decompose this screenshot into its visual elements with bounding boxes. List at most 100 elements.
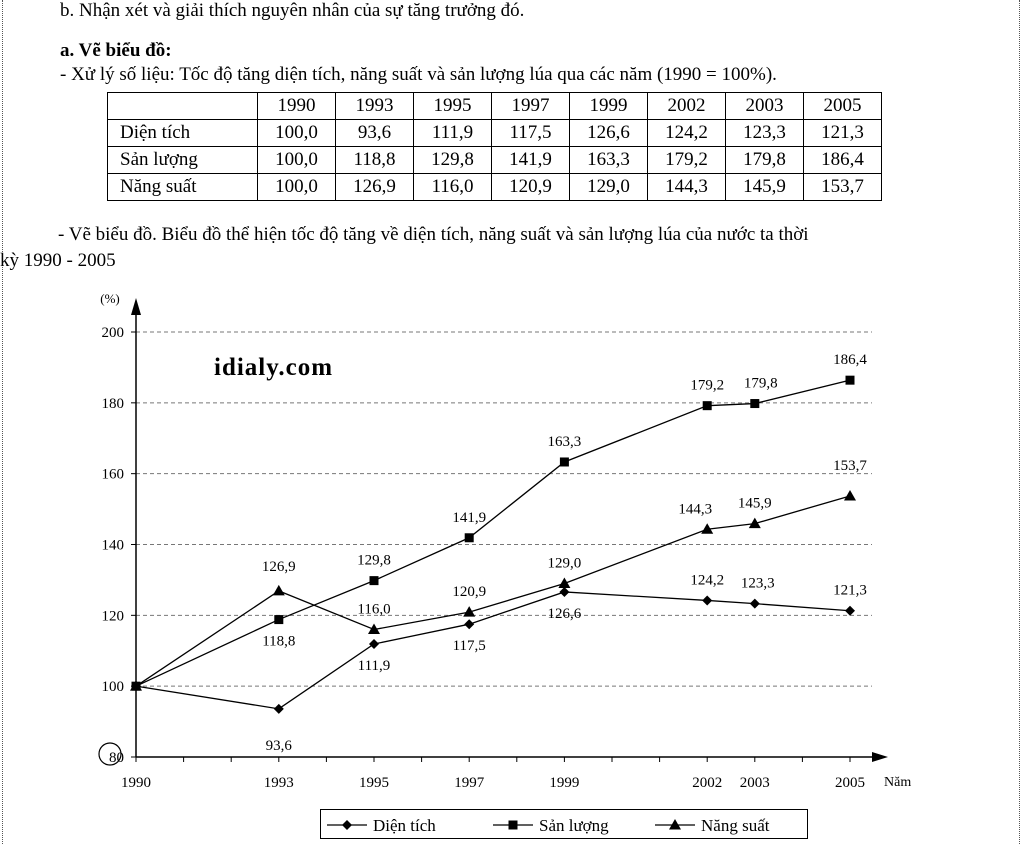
data-point-triangle bbox=[558, 577, 571, 588]
table-header-year: 2005 bbox=[803, 92, 882, 120]
legend-label: Diện tích bbox=[373, 816, 436, 835]
data-label: 144,3 bbox=[678, 501, 712, 517]
data-label: 124,2 bbox=[690, 572, 724, 588]
table-row: Năng suất 100,0 126,9 116,0 120,9 129,0 144,3 1… bbox=[107, 173, 882, 201]
section-heading: a. Vẽ biểu đồ: bbox=[60, 40, 172, 61]
x-tick-label: 1993 bbox=[264, 775, 294, 791]
data-label: 163,3 bbox=[548, 434, 582, 450]
y-tick-label: 180 bbox=[102, 396, 125, 412]
data-label: 141,9 bbox=[452, 510, 486, 526]
data-label: 120,9 bbox=[452, 584, 486, 600]
table-cell: 141,9 bbox=[491, 146, 570, 174]
legend-marker-triangle bbox=[669, 819, 681, 830]
data-label: 126,9 bbox=[262, 559, 296, 575]
data-label: 129,0 bbox=[548, 555, 582, 571]
header-text: b. Nhận xét và giải thích nguyên nhân củ… bbox=[60, 0, 525, 21]
legend-marker-diamond bbox=[342, 820, 352, 830]
table-row-label: Sản lượng bbox=[107, 146, 258, 174]
series-line-square bbox=[135, 379, 851, 687]
table-cell: 129,8 bbox=[413, 146, 492, 174]
table-cell: 153,7 bbox=[803, 173, 882, 201]
table-cell: 120,9 bbox=[491, 173, 570, 201]
processing-line: - Xử lý số liệu: Tốc độ tăng diện tích, … bbox=[60, 64, 777, 85]
table-row-label: Năng suất bbox=[107, 173, 258, 201]
table-cell: 118,8 bbox=[335, 146, 414, 174]
series-line-triangle bbox=[135, 495, 851, 687]
data-label: 121,3 bbox=[833, 583, 867, 599]
table-cell: 144,3 bbox=[647, 173, 726, 201]
x-tick-label: 1999 bbox=[549, 775, 579, 791]
data-point-diamond bbox=[845, 605, 855, 616]
x-tick-label: 1997 bbox=[454, 775, 485, 791]
x-axis-label: Năm bbox=[884, 775, 911, 790]
data-label: 118,8 bbox=[262, 634, 295, 650]
data-table: 1990 1993 1995 1997 1999 2002 2003 2005 Diện tíc… bbox=[107, 92, 882, 201]
table-cell: 121,3 bbox=[803, 119, 882, 147]
data-label: 179,2 bbox=[690, 378, 724, 394]
data-point-triangle bbox=[272, 584, 285, 596]
data-point-triangle bbox=[368, 623, 380, 634]
x-tick-label: 1995 bbox=[359, 775, 389, 791]
data-label: 117,5 bbox=[453, 638, 486, 654]
table-cell: 126,9 bbox=[335, 173, 414, 201]
data-point-square bbox=[369, 576, 379, 586]
watermark: idialy.com bbox=[214, 354, 333, 381]
data-point-square bbox=[845, 375, 855, 385]
y-min-circle bbox=[98, 742, 122, 766]
table-header-year: 1999 bbox=[569, 92, 648, 120]
x-tick-label: 2005 bbox=[835, 775, 865, 791]
data-point-triangle bbox=[463, 606, 476, 617]
data-label: 93,6 bbox=[266, 738, 293, 754]
y-tick-label: 120 bbox=[102, 608, 125, 624]
data-label: 111,9 bbox=[358, 658, 391, 674]
table-cell: 116,0 bbox=[413, 173, 492, 201]
data-point-diamond bbox=[749, 598, 760, 609]
table-cell: 163,3 bbox=[569, 146, 648, 174]
data-point-square bbox=[559, 457, 569, 467]
data-label: 123,3 bbox=[741, 576, 775, 592]
x-tick-label: 2002 bbox=[692, 775, 722, 791]
y-tick-label: 200 bbox=[102, 325, 125, 341]
data-point-triangle bbox=[844, 489, 856, 501]
page-border-left bbox=[2, 0, 3, 844]
data-label: 153,7 bbox=[833, 458, 867, 474]
table-row-label: Diện tích bbox=[107, 119, 258, 147]
data-label: 179,8 bbox=[744, 376, 778, 392]
table-header-year: 1990 bbox=[257, 92, 336, 120]
data-point-diamond bbox=[273, 703, 284, 714]
table-cell: 100,0 bbox=[257, 146, 336, 174]
chart-description-line-2: kỳ 1990 - 2005 bbox=[0, 250, 116, 271]
data-label: 126,6 bbox=[548, 606, 582, 622]
data-point-triangle bbox=[701, 523, 714, 534]
table-cell: 100,0 bbox=[257, 173, 336, 201]
data-label: 145,9 bbox=[738, 496, 772, 512]
table-cell: 123,3 bbox=[725, 119, 804, 147]
y-axis-label: (%) bbox=[100, 291, 120, 306]
data-point-square bbox=[464, 533, 474, 543]
data-point-diamond bbox=[702, 595, 713, 606]
table-cell: 145,9 bbox=[725, 173, 804, 201]
data-point-diamond bbox=[464, 619, 475, 630]
data-point-square bbox=[702, 401, 712, 411]
data-point-triangle bbox=[748, 517, 761, 529]
data-point-diamond bbox=[369, 639, 379, 650]
legend-label: Sản lượng bbox=[539, 816, 609, 835]
data-point-square bbox=[274, 615, 284, 625]
series-line-diamond bbox=[135, 591, 851, 710]
x-tick-label: 1990 bbox=[121, 775, 151, 791]
data-label: 186,4 bbox=[833, 352, 867, 368]
data-point-square bbox=[750, 399, 760, 409]
data-point-triangle bbox=[130, 680, 142, 691]
table-row: Sản lượng 100,0 118,8 129,8 141,9 163,3 179,2 1… bbox=[107, 146, 882, 174]
y-axis-arrow bbox=[131, 298, 141, 315]
y-tick-label: 80 bbox=[109, 750, 124, 766]
data-point-diamond bbox=[559, 586, 570, 597]
legend-marker-square bbox=[508, 820, 518, 830]
x-tick-label: 2003 bbox=[740, 775, 770, 791]
y-tick-label: 100 bbox=[102, 679, 125, 695]
y-tick-label: 160 bbox=[102, 467, 125, 483]
legend-label: Năng suất bbox=[701, 816, 770, 835]
data-label: 116,0 bbox=[357, 602, 390, 618]
table-cell: 129,0 bbox=[569, 173, 648, 201]
